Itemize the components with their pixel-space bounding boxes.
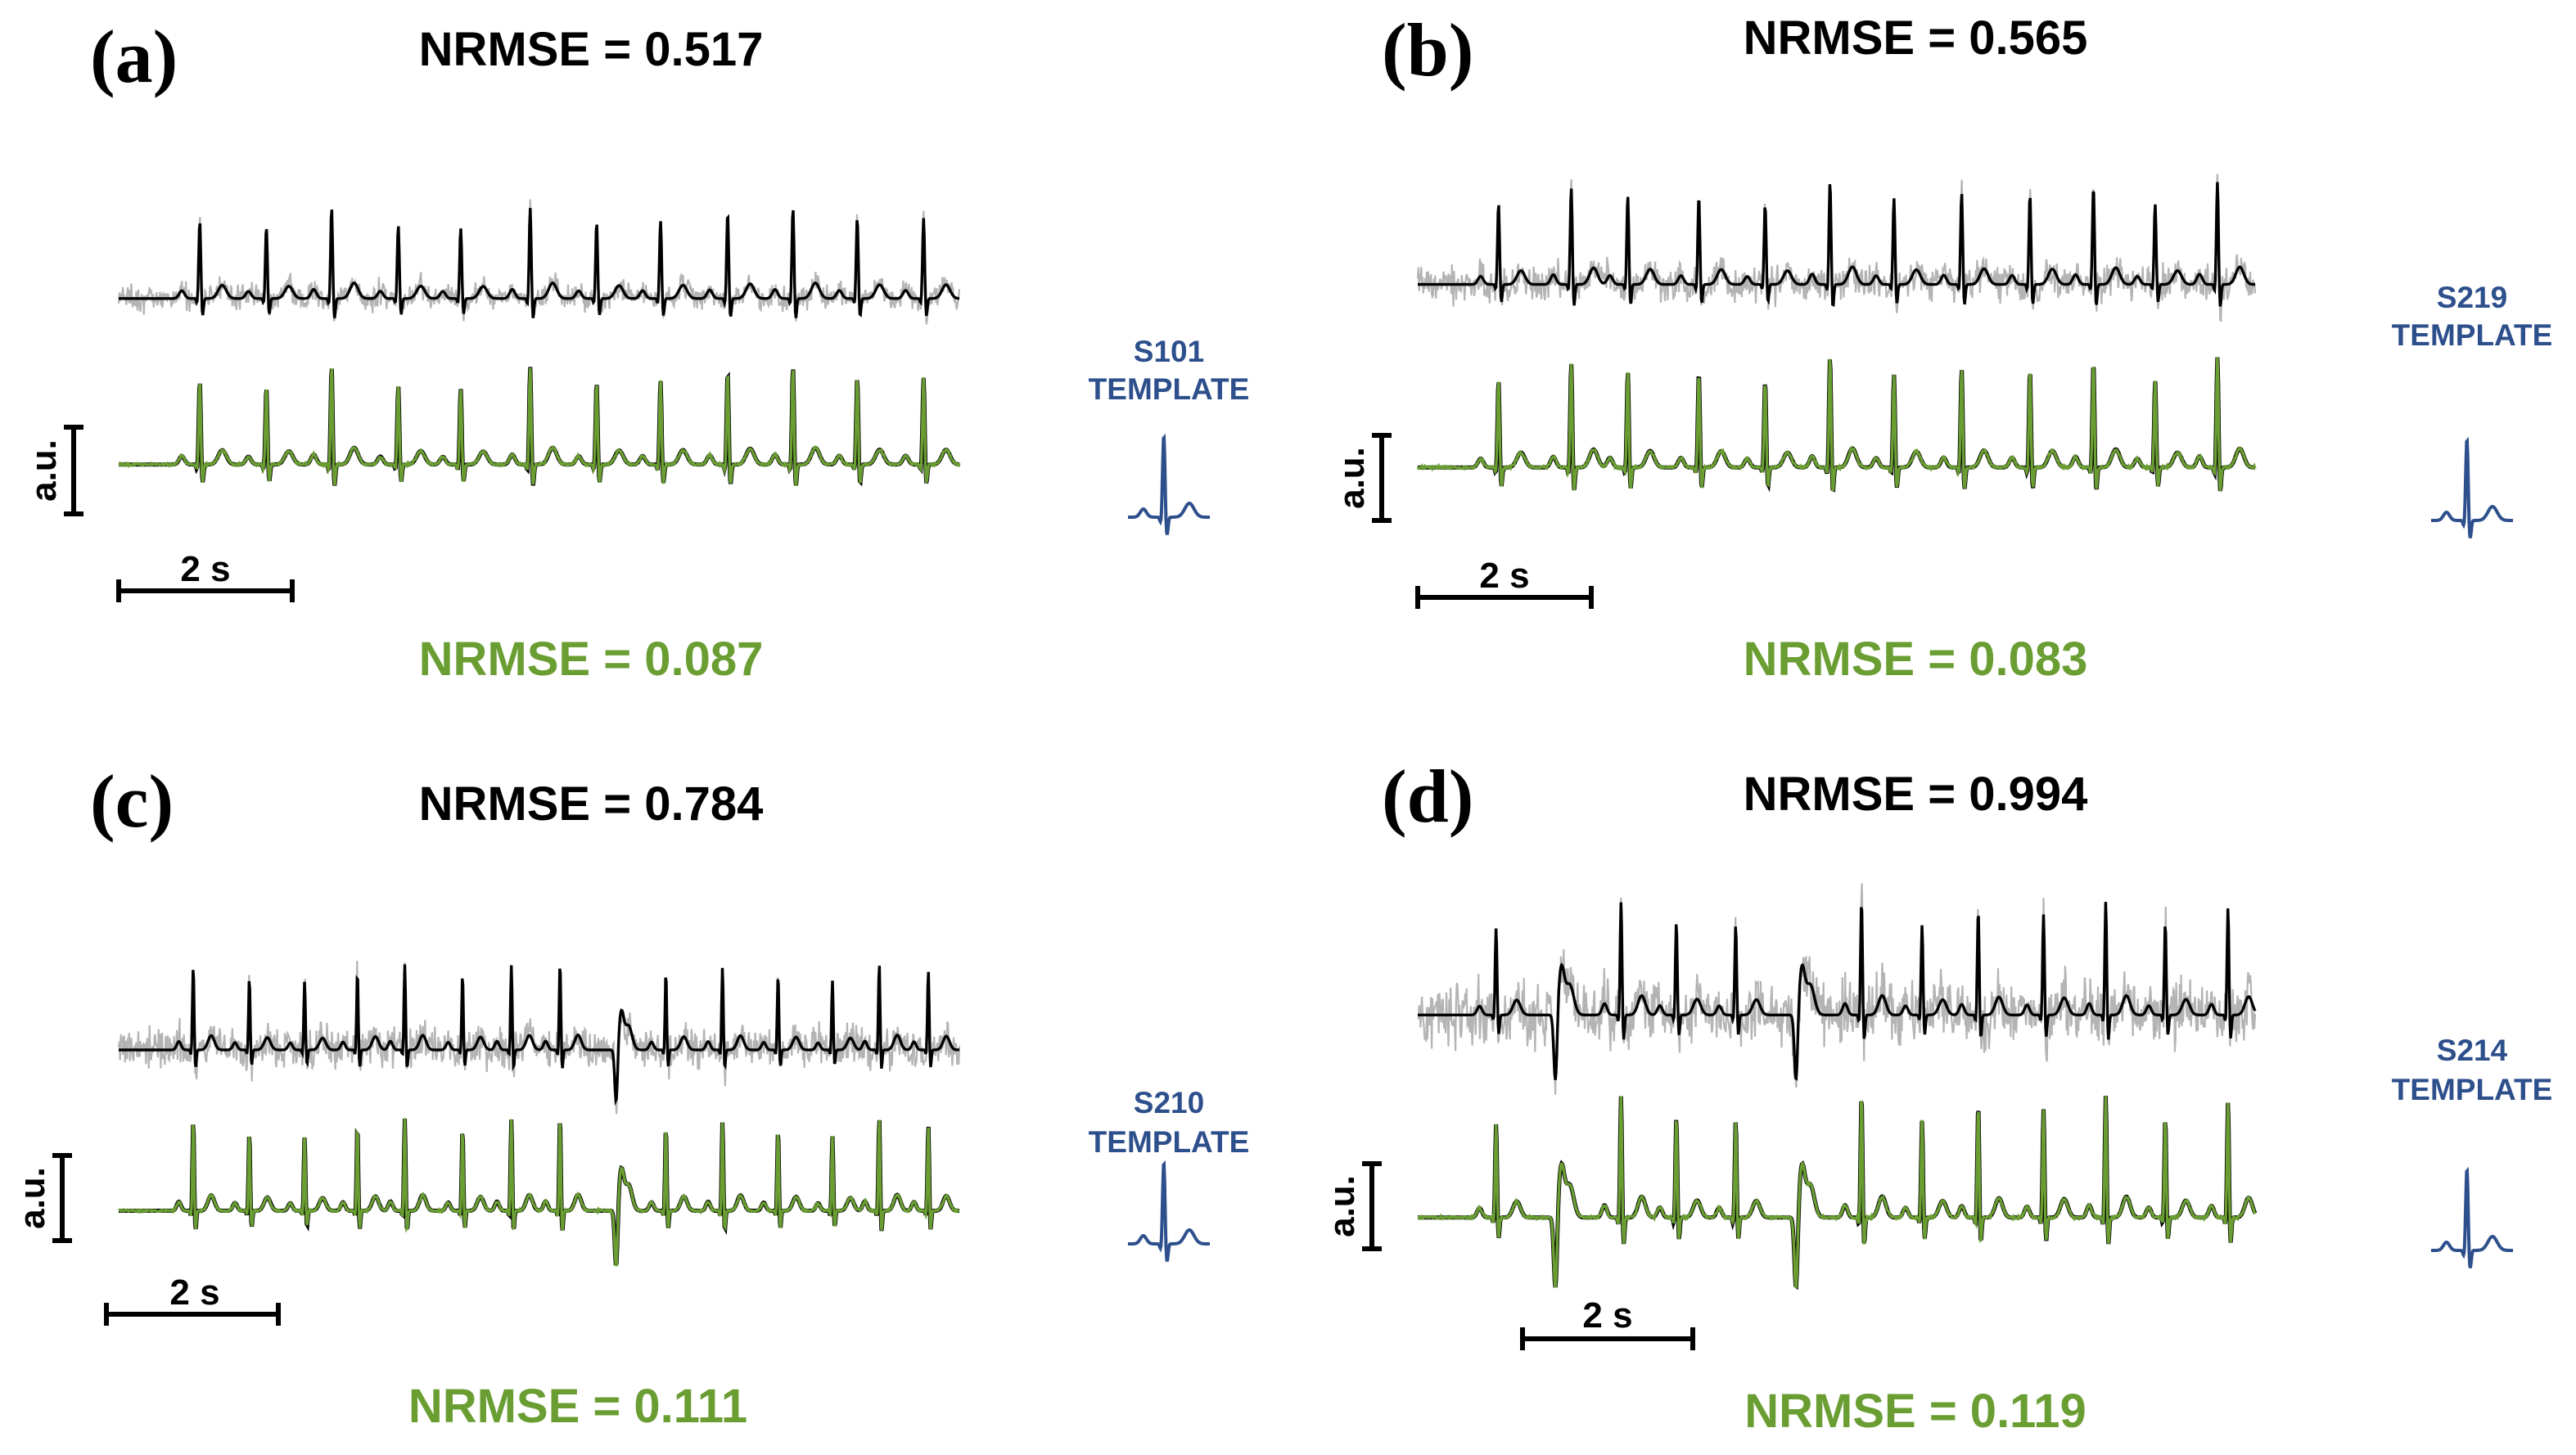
template-group: S214 TEMPLATE [2392, 1034, 2553, 1268]
clean-ecg-trace [1418, 902, 2257, 1081]
time-scale-bar: 2 s [1520, 1295, 1695, 1350]
panel-a: (a) NRMSE = 0.517 NRMSE = 0.087 a.u. 2 s… [24, 15, 1249, 686]
panel-d: (d) NRMSE = 0.994 NRMSE = 0.119 a.u. 2 s… [1322, 755, 2552, 1438]
reference-ecg-trace [119, 367, 959, 487]
template-name: S214 [2437, 1034, 2508, 1067]
nrmse-denoised: NRMSE = 0.083 [1744, 633, 2088, 686]
time-scale-label: 2 s [1479, 556, 1529, 596]
panel-b: (b) NRMSE = 0.565 NRMSE = 0.083 a.u. 2 s… [1332, 8, 2552, 686]
panel-label: (c) [90, 759, 174, 843]
noisy-ecg-trace [1416, 173, 2257, 322]
panel-label: (d) [1382, 755, 1473, 838]
time-scale-label: 2 s [1582, 1295, 1632, 1336]
amplitude-scale-bar: a.u. [24, 425, 83, 516]
denoised-ecg-trace [1417, 1095, 2257, 1289]
clean-ecg-trace [119, 964, 960, 1106]
template-name: S210 [1134, 1086, 1204, 1119]
template-caption: TEMPLATE [2392, 318, 2553, 352]
reference-ecg-trace [1418, 357, 2255, 493]
template-name: S219 [2437, 281, 2507, 314]
amplitude-unit: a.u. [12, 1167, 52, 1229]
template-caption: TEMPLATE [2392, 1073, 2553, 1106]
denoised-trace-group [1416, 357, 2257, 493]
noisy-ecg-trace [1417, 883, 2257, 1095]
denoised-ecg-trace [118, 367, 961, 486]
template-beat [2431, 436, 2513, 538]
template-group: S219 TEMPLATE [2392, 281, 2553, 538]
denoised-trace-group [1417, 1095, 2258, 1291]
panel-label: (b) [1382, 8, 1473, 92]
amplitude-scale-bar: a.u. [1332, 433, 1392, 523]
clean-ecg-trace [119, 208, 959, 318]
nrmse-denoised: NRMSE = 0.111 [408, 1380, 747, 1433]
nrmse-noisy: NRMSE = 0.517 [419, 23, 764, 76]
time-scale-label: 2 s [180, 549, 230, 589]
noisy-trace-group [1416, 173, 2257, 322]
nrmse-denoised: NRMSE = 0.119 [1744, 1385, 2087, 1438]
template-name: S101 [1134, 335, 1204, 368]
reference-ecg-trace [1418, 1095, 2258, 1291]
nrmse-denoised: NRMSE = 0.087 [419, 633, 764, 686]
noisy-ecg-trace [117, 199, 961, 325]
nrmse-noisy: NRMSE = 0.565 [1744, 11, 2088, 65]
denoised-trace-group [118, 367, 961, 487]
panel-label: (a) [90, 15, 178, 98]
nrmse-noisy: NRMSE = 0.994 [1744, 768, 2088, 821]
nrmse-noisy: NRMSE = 0.784 [419, 777, 764, 831]
denoised-ecg-trace [118, 1118, 960, 1267]
template-beat [1128, 1160, 1210, 1262]
template-group: S101 TEMPLATE [1089, 335, 1250, 535]
amplitude-scale-bar: a.u. [12, 1153, 72, 1243]
noisy-trace-group [117, 961, 961, 1115]
template-beat [1128, 433, 1210, 535]
denoised-trace-group [118, 1118, 960, 1267]
template-caption: TEMPLATE [1089, 1125, 1250, 1159]
clean-ecg-trace [1418, 182, 2255, 307]
amplitude-scale-bar: a.u. [1322, 1161, 1382, 1251]
denoised-ecg-trace [1416, 357, 2257, 492]
noisy-trace-group [1417, 883, 2257, 1095]
template-caption: TEMPLATE [1089, 372, 1250, 406]
panel-c: (c) NRMSE = 0.784 NRMSE = 0.111 a.u. 2 s… [12, 759, 1249, 1433]
amplitude-unit: a.u. [1322, 1175, 1362, 1237]
noisy-trace-group [117, 199, 961, 325]
template-group: S210 TEMPLATE [1089, 1086, 1250, 1262]
time-scale-bar: 2 s [1415, 556, 1594, 609]
amplitude-unit: a.u. [24, 439, 64, 502]
time-scale-label: 2 s [169, 1273, 219, 1313]
time-scale-bar: 2 s [116, 549, 295, 602]
time-scale-bar: 2 s [104, 1273, 281, 1326]
template-beat [2431, 1166, 2513, 1268]
amplitude-unit: a.u. [1332, 447, 1372, 509]
